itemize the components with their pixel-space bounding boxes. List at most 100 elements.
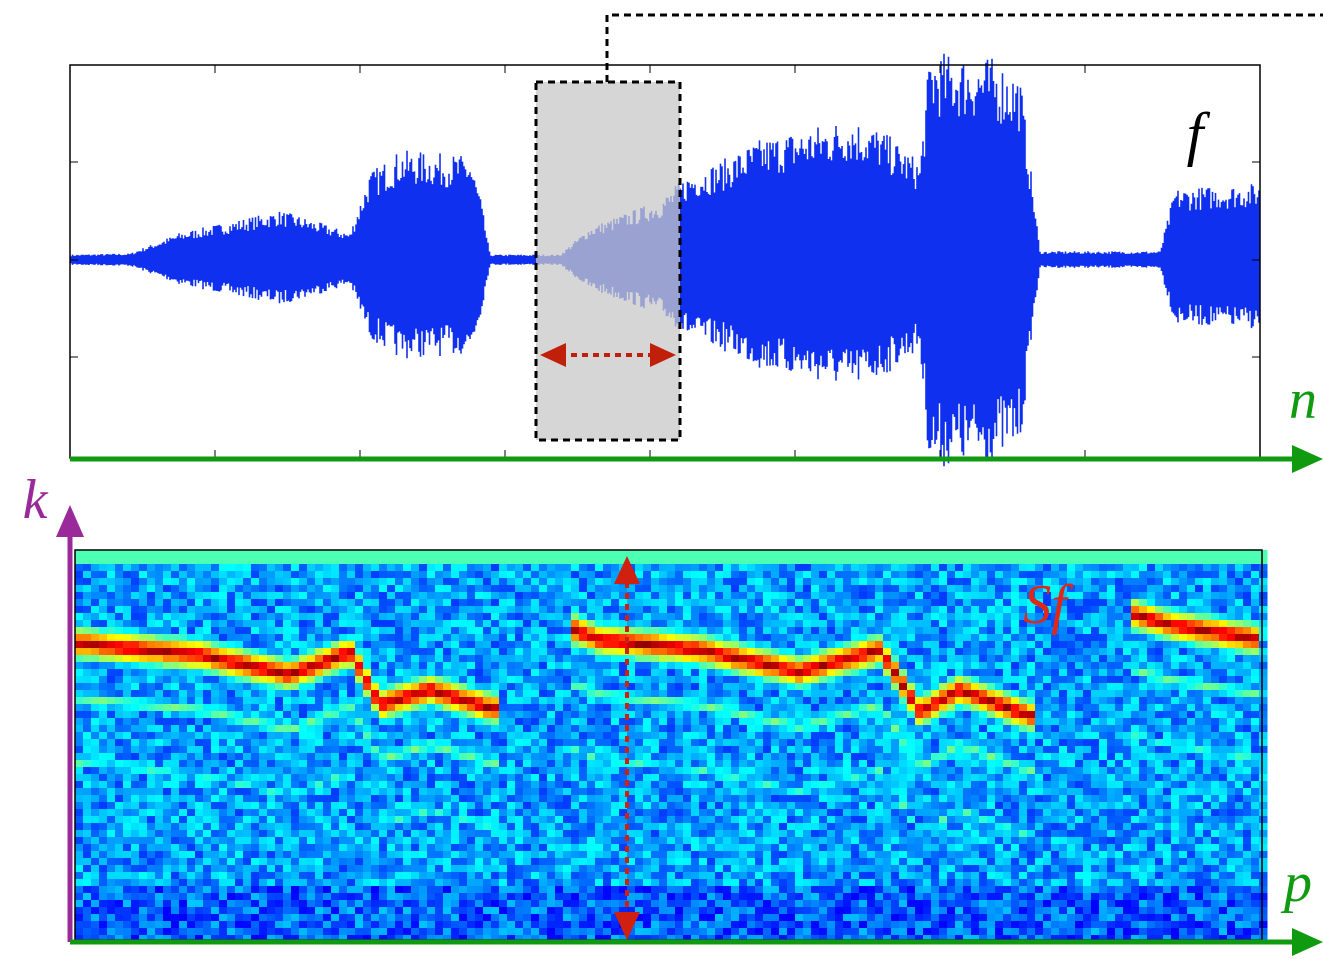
spectrogram-cell	[675, 816, 684, 824]
spectrogram-cell	[563, 921, 572, 929]
spectrogram-cell	[755, 578, 764, 586]
spectrogram-cell	[611, 809, 620, 817]
spectrogram-cell	[427, 662, 436, 670]
spectrogram-cell	[315, 788, 324, 796]
spectrogram-cell	[763, 788, 772, 796]
spectrogram-cell	[139, 606, 148, 614]
spectrogram-cell	[699, 648, 708, 656]
spectrogram-cell	[227, 928, 236, 936]
spectrogram-cell	[403, 711, 412, 719]
spectrogram-cell	[243, 809, 252, 817]
spectrogram-cell	[179, 732, 188, 740]
spectrogram-cell	[163, 683, 172, 691]
spectrogram-cell	[491, 648, 500, 656]
spectrogram-cell	[83, 725, 92, 733]
spectrogram-cell	[387, 585, 396, 593]
spectrogram-cell	[195, 718, 204, 726]
spectrogram-cell	[643, 627, 652, 635]
spectrogram-cell	[579, 704, 588, 712]
spectrogram-cell	[707, 893, 716, 901]
spectrogram-cell	[75, 676, 84, 684]
spectrogram-cell	[475, 578, 484, 586]
spectrogram-cell	[347, 753, 356, 761]
spectrogram-cell	[491, 837, 500, 845]
spectrogram-cell	[451, 662, 460, 670]
spectrogram-cell	[507, 655, 516, 663]
spectrogram-cell	[299, 620, 308, 628]
spectrogram-cell	[755, 627, 764, 635]
spectrogram-cell	[259, 816, 268, 824]
spectrogram-cell	[75, 788, 84, 796]
spectrogram-cell	[539, 655, 548, 663]
spectrogram-cell	[771, 550, 780, 558]
spectrogram-cell	[387, 725, 396, 733]
spectrogram-cell	[155, 613, 164, 621]
spectrogram-cell	[731, 739, 740, 747]
spectrogram-cell	[339, 648, 348, 656]
spectrogram-cell	[459, 788, 468, 796]
spectrogram-cell	[323, 830, 332, 838]
spectrogram-cell	[99, 767, 108, 775]
spectrogram-cell	[475, 711, 484, 719]
spectrogram-cell	[147, 865, 156, 873]
spectrogram-cell	[747, 879, 756, 887]
spectrogram-cell	[635, 809, 644, 817]
spectrogram-cell	[259, 739, 268, 747]
spectrogram-cell	[355, 683, 364, 691]
spectrogram-cell	[747, 746, 756, 754]
spectrogram-cell	[363, 781, 372, 789]
spectrogram-cell	[515, 585, 524, 593]
spectrogram-cell	[755, 711, 764, 719]
spectrogram-cell	[451, 928, 460, 936]
spectrogram-cell	[747, 886, 756, 894]
spectrogram-cell	[275, 907, 284, 915]
spectrogram-cell	[747, 711, 756, 719]
spectrogram-cell	[651, 746, 660, 754]
spectrogram-cell	[747, 683, 756, 691]
spectrogram-cell	[467, 816, 476, 824]
spectrogram-cell	[731, 900, 740, 908]
spectrogram-cell	[659, 613, 668, 621]
spectrogram-cell	[187, 564, 196, 572]
spectrogram-cell	[475, 599, 484, 607]
spectrogram-cell	[675, 732, 684, 740]
spectrogram-cell	[283, 795, 292, 803]
spectrogram-cell	[747, 697, 756, 705]
spectrogram-cell	[651, 837, 660, 845]
spectrogram-cell	[563, 585, 572, 593]
spectrogram-cell	[779, 809, 788, 817]
spectrogram-cell	[347, 788, 356, 796]
spectrogram-cell	[211, 774, 220, 782]
spectrogram-cell	[563, 620, 572, 628]
spectrogram-cell	[459, 830, 468, 838]
spectrogram-cell	[155, 627, 164, 635]
spectrogram-cell	[467, 914, 476, 922]
spectrogram-cell	[347, 837, 356, 845]
spectrogram-cell	[763, 893, 772, 901]
spectrogram-cell	[347, 627, 356, 635]
spectrogram-cell	[91, 676, 100, 684]
spectrogram-cell	[339, 767, 348, 775]
spectrogram-cell	[539, 697, 548, 705]
spectrogram-cell	[691, 816, 700, 824]
spectrogram-cell	[579, 767, 588, 775]
spectrogram-cell	[371, 711, 380, 719]
spectrogram-cell	[491, 683, 500, 691]
spectrogram-cell	[699, 865, 708, 873]
spectrogram-cell	[403, 662, 412, 670]
spectrogram-cell	[339, 634, 348, 642]
spectrogram-cell	[243, 795, 252, 803]
spectrogram-cell	[203, 690, 212, 698]
spectrogram-cell	[75, 837, 84, 845]
spectrogram-cell	[467, 732, 476, 740]
spectrogram-cell	[219, 690, 228, 698]
spectrogram-cell	[139, 893, 148, 901]
spectrogram-cell	[587, 879, 596, 887]
spectrogram-cell	[451, 676, 460, 684]
spectrogram-cell	[475, 683, 484, 691]
spectrogram-cell	[323, 879, 332, 887]
spectrogram-cell	[107, 809, 116, 817]
spectrogram-cell	[187, 557, 196, 565]
spectrogram-cell	[323, 613, 332, 621]
spectrogram-cell	[587, 760, 596, 768]
